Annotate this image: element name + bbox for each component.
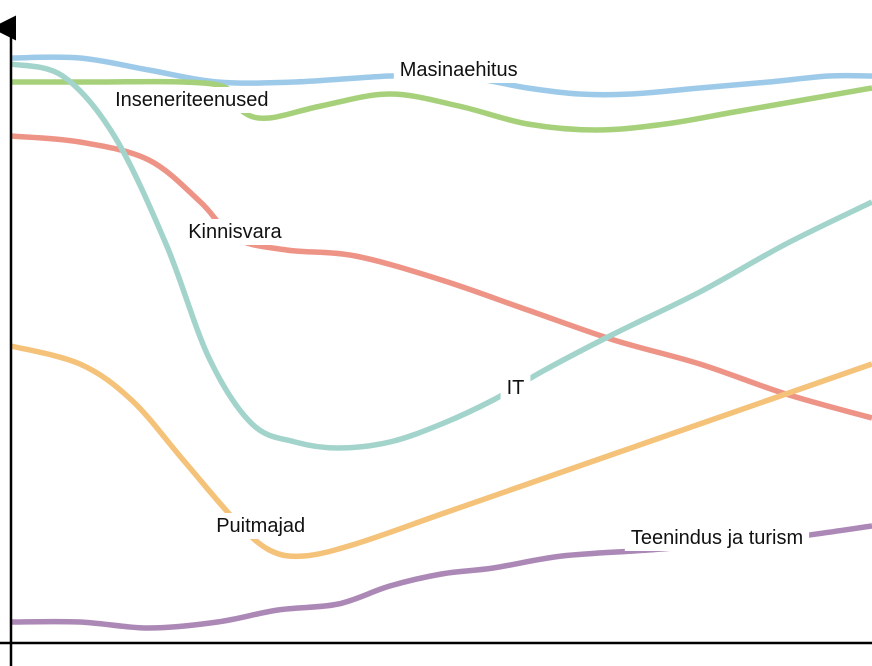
series-label-background [182, 219, 289, 245]
series-line-it [10, 61, 872, 451]
series-line-puitmajad [10, 343, 872, 560]
series-label-background [624, 525, 810, 551]
label-layer: Masinaehitus Inseneriteenused Kinnisvara IT… [109, 57, 810, 551]
series-label-background [393, 57, 524, 83]
series-label-puitmajad: Puitmajad [216, 515, 305, 537]
series-label-kinnisvara: Kinnisvara [188, 221, 282, 243]
series-label-background [210, 513, 312, 539]
series-label-it: IT [507, 377, 525, 399]
series-label-background [109, 87, 275, 113]
series-label-teenindus-ja-turism: Teenindus ja turism [631, 527, 803, 549]
series-label-inseneriteenused: Inseneriteenused [115, 89, 268, 111]
series-layer [10, 54, 872, 631]
series-line-kinnisvara [10, 133, 872, 421]
series-label-background [500, 375, 531, 401]
series-label-masinaehitus: Masinaehitus [400, 59, 518, 81]
series-line-inseneriteenused [11, 78, 872, 133]
